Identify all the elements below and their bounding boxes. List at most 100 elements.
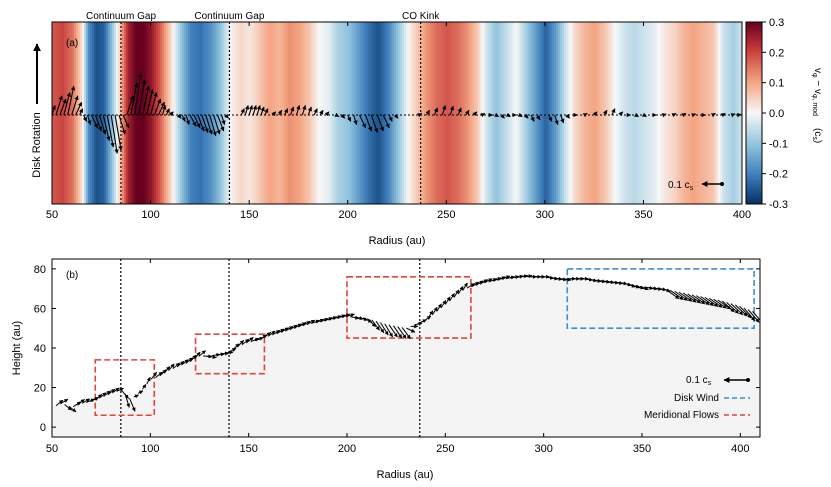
- heat-column: [306, 22, 309, 204]
- heat-column: [558, 22, 561, 204]
- velocity-arrow: [730, 113, 736, 118]
- heat-column: [412, 22, 415, 204]
- heat-column: [702, 22, 705, 204]
- heat-column: [214, 22, 217, 204]
- heat-column: [362, 22, 365, 204]
- heat-column: [432, 22, 435, 204]
- heat-column: [568, 22, 571, 204]
- heat-column: [724, 22, 727, 204]
- velocity-arrow: [153, 98, 162, 116]
- heat-column: [584, 22, 587, 204]
- heat-column: [244, 22, 247, 204]
- velocity-arrow: [548, 114, 553, 122]
- heat-column: [692, 22, 695, 204]
- velocity-arrow: [90, 114, 98, 129]
- panel-a-label: (a): [66, 38, 78, 49]
- velocity-arrow: [739, 305, 752, 319]
- heat-column: [226, 22, 229, 204]
- heat-column: [398, 22, 401, 204]
- heat-column: [478, 22, 481, 204]
- velocity-arrow: [505, 275, 516, 280]
- heat-column: [722, 22, 725, 204]
- heat-column: [336, 22, 339, 204]
- velocity-arrow: [75, 101, 83, 116]
- heat-column: [354, 22, 357, 204]
- heat-column: [610, 22, 613, 204]
- heat-column: [110, 22, 113, 204]
- heat-column: [160, 22, 163, 204]
- velocity-arrow: [168, 363, 175, 372]
- heat-column: [358, 22, 361, 204]
- heat-column: [736, 22, 739, 204]
- heat-column: [152, 22, 155, 204]
- velocity-arrow: [472, 111, 478, 117]
- velocity-arrow: [197, 114, 205, 132]
- velocity-arrow: [631, 284, 641, 289]
- velocity-arrow: [260, 106, 265, 116]
- legend-scale-label: 0.1 cs: [686, 375, 712, 387]
- heat-column: [84, 22, 87, 204]
- velocity-arrow: [414, 321, 423, 326]
- heat-column: [90, 22, 93, 204]
- heat-column: [396, 22, 399, 204]
- legend-entry-disk-wind: Disk Wind: [674, 393, 719, 404]
- velocity-arrow: [500, 113, 505, 119]
- heat-column: [524, 22, 527, 204]
- heat-column: [222, 22, 225, 204]
- heat-column: [530, 22, 533, 204]
- heat-column: [70, 22, 73, 204]
- heat-column: [136, 22, 139, 204]
- velocity-arrow: [375, 320, 385, 334]
- heat-column: [178, 22, 181, 204]
- heat-column: [228, 22, 231, 204]
- velocity-arrow: [501, 275, 511, 280]
- heat-column: [118, 22, 121, 204]
- velocity-arrow: [441, 104, 447, 116]
- velocity-arrow: [290, 106, 295, 116]
- heat-column: [206, 22, 209, 204]
- heat-column: [686, 22, 689, 204]
- velocity-arrow: [324, 111, 330, 117]
- velocity-arrow: [185, 357, 194, 364]
- velocity-arrow: [133, 394, 139, 399]
- annotation-1: Continuum Gap: [194, 11, 264, 22]
- heat-column: [592, 22, 595, 204]
- velocity-arrow: [172, 362, 181, 370]
- heat-column: [370, 22, 373, 204]
- heat-column: [248, 22, 251, 204]
- velocity-arrow: [313, 108, 318, 116]
- velocity-arrow: [423, 315, 432, 322]
- velocity-arrow: [110, 114, 119, 154]
- velocity-arrow: [129, 398, 136, 412]
- heat-column: [462, 22, 465, 204]
- heat-column: [666, 22, 669, 204]
- heat-column: [406, 22, 409, 204]
- velocity-arrow: [691, 294, 706, 305]
- velocity-arrow: [165, 108, 170, 116]
- heat-column: [390, 22, 393, 204]
- heat-column: [662, 22, 665, 204]
- velocity-arrow: [388, 324, 398, 338]
- velocity-arrow: [494, 112, 499, 118]
- colorbar-gradient: [745, 21, 763, 205]
- velocity-arrow: [55, 399, 64, 407]
- velocity-arrow: [319, 317, 329, 323]
- heat-column: [420, 22, 423, 204]
- gap-lines-b: [120, 259, 421, 437]
- heat-column: [656, 22, 659, 204]
- heat-column: [338, 22, 341, 204]
- velocity-arrow: [161, 104, 167, 116]
- heat-column: [642, 22, 645, 204]
- velocity-arrow: [78, 108, 84, 116]
- heat-column: [578, 22, 581, 204]
- velocity-arrow: [122, 114, 130, 129]
- heat-column: [684, 22, 687, 204]
- heat-column: [548, 22, 551, 204]
- velocity-arrow: [444, 296, 451, 305]
- panel-a: 50 100 150 200 250 300 350 400 (a) Continuum Ga…: [31, 11, 823, 247]
- heat-column: [708, 22, 711, 204]
- velocity-arrow: [380, 322, 389, 336]
- heat-column: [552, 22, 555, 204]
- velocity-arrow: [297, 322, 307, 328]
- heat-column: [694, 22, 697, 204]
